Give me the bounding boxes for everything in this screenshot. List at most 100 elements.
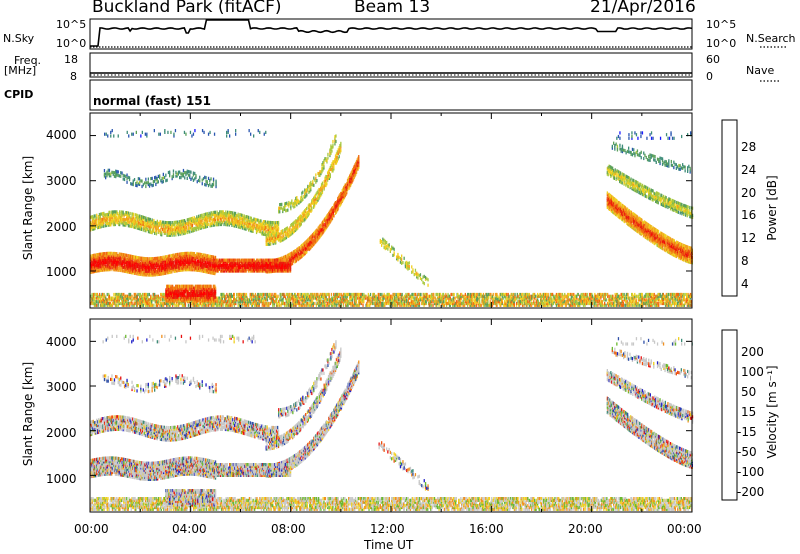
power-cell <box>289 293 290 296</box>
power-cell <box>490 293 491 296</box>
power-cell <box>455 297 456 300</box>
power-cell <box>177 304 178 307</box>
power-cell <box>267 298 268 301</box>
power-cell <box>488 293 489 296</box>
power-cell <box>487 300 488 303</box>
power-cell <box>152 304 153 307</box>
power-cell <box>513 293 514 296</box>
power-panel <box>90 113 693 308</box>
power-cell <box>265 293 266 296</box>
power-cell <box>280 293 281 296</box>
power-cell <box>159 300 160 303</box>
power-cell <box>596 304 597 307</box>
power-cell <box>686 293 687 296</box>
power-cell <box>451 293 452 296</box>
power-cell <box>107 293 108 296</box>
power-cell <box>160 297 161 300</box>
power-cell <box>399 297 400 300</box>
power-cell <box>201 304 202 307</box>
power-cell <box>130 293 131 296</box>
power-cell <box>604 302 605 305</box>
power-cell <box>169 254 170 257</box>
power-cell <box>210 285 211 288</box>
power-cell <box>339 293 340 296</box>
power-cell <box>317 293 318 296</box>
power-cell <box>639 297 640 300</box>
power-cell <box>131 302 132 305</box>
power-cell <box>556 304 557 307</box>
power-cell <box>367 304 368 307</box>
power-cell <box>522 293 523 296</box>
power-cell <box>606 298 607 301</box>
power-cell <box>374 293 375 296</box>
power-cell <box>587 293 588 296</box>
power-cell <box>94 297 95 300</box>
power-cell <box>660 293 661 296</box>
power-cell <box>437 293 438 296</box>
power-cell <box>464 304 465 307</box>
power-cell <box>531 302 532 305</box>
power-cell <box>592 295 593 298</box>
power-cell <box>427 295 428 298</box>
power-cell <box>370 297 371 300</box>
power-cell <box>380 293 381 296</box>
power-cell <box>625 304 626 307</box>
power-cell <box>548 293 549 296</box>
power-cell <box>444 304 445 307</box>
power-cell <box>450 297 451 300</box>
power-cell <box>177 253 178 256</box>
power-cell <box>606 304 607 307</box>
power-cell <box>443 293 444 296</box>
power-cell <box>568 293 569 296</box>
power-cell <box>636 295 637 298</box>
power-cell <box>626 297 627 300</box>
power-cell <box>142 293 143 296</box>
power-cell <box>522 302 523 305</box>
power-cell <box>234 293 235 296</box>
power-cell <box>685 293 686 296</box>
power-cell <box>497 295 498 298</box>
power-cell <box>313 302 314 305</box>
power-cell <box>246 293 247 296</box>
power-cell <box>112 302 113 305</box>
power-cell <box>493 293 494 296</box>
power-cell <box>286 298 287 301</box>
power-cell <box>506 293 507 296</box>
power-cell <box>336 304 337 307</box>
power-cell <box>599 297 600 300</box>
power-cell <box>472 298 473 301</box>
power-cell <box>173 261 174 264</box>
power-cell <box>546 293 547 296</box>
power-cell <box>476 304 477 307</box>
power-cell <box>609 295 610 298</box>
power-cell <box>651 293 652 296</box>
power-cell <box>506 297 507 300</box>
power-cell <box>477 293 478 296</box>
power-cell <box>431 293 432 296</box>
power-cell <box>413 297 414 300</box>
power-cell <box>378 293 379 296</box>
power-cell <box>658 302 659 305</box>
power-cell <box>456 300 457 303</box>
power-cell <box>572 293 573 296</box>
power-cell <box>562 293 563 296</box>
power-cell <box>113 293 114 296</box>
power-cell <box>131 298 132 301</box>
power-cell <box>597 304 598 307</box>
power-cell <box>147 293 148 296</box>
power-cell <box>96 300 97 303</box>
power-cell <box>126 254 127 257</box>
power-cell <box>352 298 353 301</box>
power-cell <box>271 293 272 296</box>
power-cell <box>268 302 269 305</box>
power-cell <box>299 293 300 296</box>
power-cell <box>329 293 330 296</box>
power-cell <box>396 304 397 307</box>
power-cell <box>607 293 608 296</box>
power-cell <box>578 293 579 296</box>
power-cell <box>260 293 261 296</box>
power-cell <box>412 293 413 296</box>
power-cell <box>255 293 256 296</box>
power-cell <box>602 300 603 303</box>
